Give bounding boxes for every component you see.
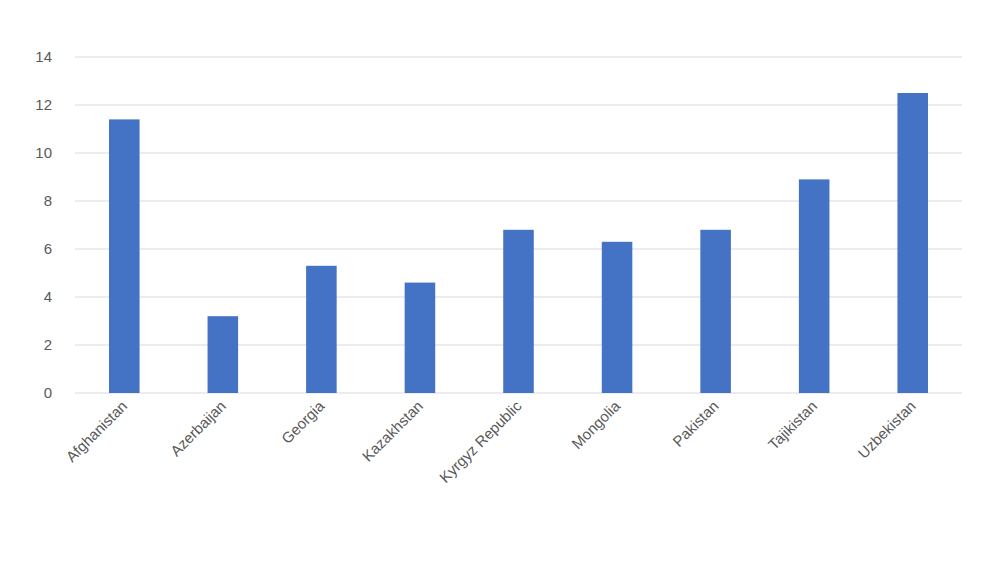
y-tick-label: 0 <box>44 384 52 401</box>
x-tick-label: Tajikistan <box>765 397 821 453</box>
bar <box>897 93 928 393</box>
bar <box>799 179 830 393</box>
y-tick-label: 2 <box>44 336 52 353</box>
x-tick-label: Mongolia <box>568 397 624 453</box>
y-tick-label: 10 <box>35 144 52 161</box>
bar <box>503 230 534 393</box>
bar <box>602 242 633 393</box>
grid <box>75 57 962 393</box>
chart-svg: 0 2 4 6 8 10 12 14 Afghanistan Azerbaijan Georgia K… <box>0 0 1000 566</box>
bar <box>109 119 140 393</box>
bar <box>405 283 436 393</box>
bar <box>306 266 337 393</box>
bar <box>208 316 239 393</box>
x-tick-label: Azerbaijan <box>167 397 229 459</box>
y-tick-label: 6 <box>44 240 52 257</box>
y-tick-label: 14 <box>35 48 52 65</box>
y-tick-label: 8 <box>44 192 52 209</box>
x-tick-label: Georgia <box>278 397 328 447</box>
x-tick-label: Afghanistan <box>62 397 130 465</box>
y-tick-label: 12 <box>35 96 52 113</box>
chart-container: 0 2 4 6 8 10 12 14 Afghanistan Azerbaijan Georgia K… <box>0 0 1000 566</box>
x-tick-label: Kazakhstan <box>359 397 426 464</box>
bars <box>109 93 928 393</box>
y-tick-label: 4 <box>44 288 52 305</box>
grid-line <box>75 153 962 154</box>
grid-line <box>75 57 962 58</box>
x-tick-label: Kyrgyz Republic <box>436 397 525 486</box>
x-tick-label: Uzbekistan <box>854 397 918 461</box>
grid-line <box>75 105 962 106</box>
bar <box>700 230 731 393</box>
x-tick-label: Pakistan <box>669 397 722 450</box>
